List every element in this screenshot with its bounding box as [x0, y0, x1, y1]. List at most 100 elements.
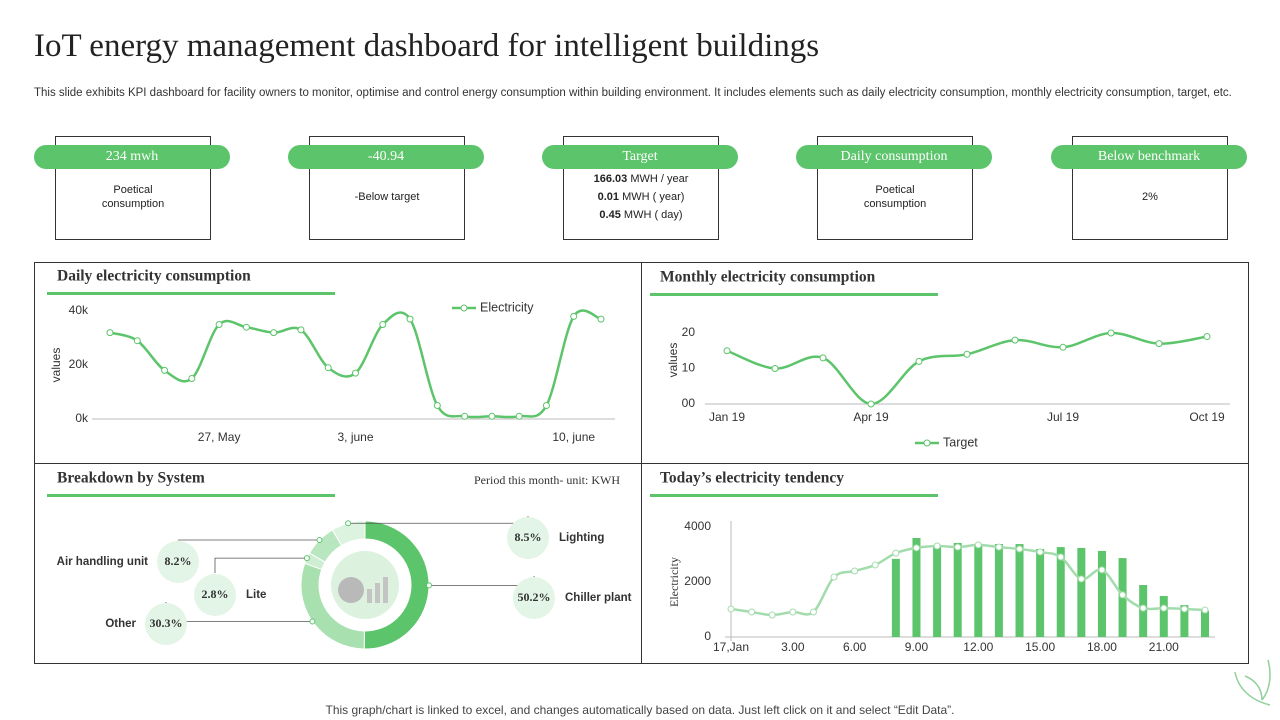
category-label: Other — [105, 618, 136, 630]
line-point — [1155, 340, 1163, 348]
line-point — [570, 312, 578, 320]
kpi-line-unit: MWH ( day) — [623, 209, 683, 221]
bar — [1201, 610, 1209, 637]
line-point — [352, 369, 359, 377]
line-point — [133, 337, 141, 345]
legend-label: Electricity — [480, 300, 534, 314]
value-label: 2.8% — [202, 587, 229, 601]
label-bubble — [157, 541, 199, 583]
label-bubble — [145, 603, 187, 645]
line-point — [242, 323, 250, 331]
kpi-line-value: 166.03 — [593, 173, 628, 185]
line-point — [215, 321, 223, 328]
line-point — [406, 315, 414, 323]
connector-dot — [425, 582, 432, 589]
line-point — [1016, 545, 1024, 553]
kpi-label: 234 mwh — [34, 145, 230, 169]
line-point — [954, 543, 962, 551]
line-point — [433, 402, 441, 409]
bar — [1015, 544, 1024, 637]
line-series — [109, 309, 602, 419]
slide-subtitle: This slide exhibits KPI dashboard for fa… — [34, 87, 1232, 99]
kpi-line-unit: MWH ( year) — [622, 191, 685, 203]
label-bubble — [507, 517, 549, 559]
line-point — [819, 354, 827, 362]
kpi-body: 2% — [1072, 170, 1228, 224]
line-point — [1119, 591, 1127, 599]
y-axis-label: Electricity — [667, 557, 681, 607]
kpi-body: Poetical consumption — [55, 170, 211, 224]
title-underline — [650, 293, 938, 296]
x-tick-label: Jan 19 — [709, 410, 745, 424]
connector-dot — [316, 537, 323, 544]
y-tick-label: 20 — [682, 325, 696, 339]
connector — [165, 602, 313, 622]
line-point — [542, 402, 550, 409]
line-point — [106, 329, 114, 337]
footer-note: This graph/chart is linked to excel, and… — [325, 703, 955, 717]
panel-title: Daily electricity consumption — [57, 268, 251, 285]
line-point — [748, 608, 756, 616]
line-point — [1011, 336, 1019, 344]
x-tick-label: 3.00 — [781, 640, 805, 654]
panel-title: Monthly electricity consumption — [660, 269, 876, 286]
x-tick-label: Jul 19 — [1047, 410, 1079, 424]
line-point — [1036, 548, 1044, 556]
line-point — [488, 412, 496, 420]
line-point — [1107, 329, 1115, 337]
kpi-label: Target — [542, 145, 738, 169]
line-point — [515, 412, 523, 420]
category-label: Lighting — [559, 532, 604, 544]
line-point — [915, 357, 923, 365]
kpi-body: -Below target — [309, 170, 465, 224]
line-point — [830, 573, 838, 581]
label-bubble — [194, 574, 236, 616]
donut-segment — [363, 520, 430, 650]
bar — [994, 544, 1003, 637]
y-tick-label: 20k — [69, 357, 89, 371]
kpi-text: Poetical consumption — [863, 184, 927, 210]
line-point — [1057, 553, 1065, 561]
line-point — [597, 315, 605, 323]
x-tick-label: Apr 19 — [853, 410, 889, 424]
line-point — [912, 544, 920, 552]
kpi-body: Poetical consumption — [817, 170, 973, 224]
label-bubble — [513, 577, 555, 619]
line-point — [161, 366, 169, 374]
kpi-line: 166.03 MWH / year — [594, 170, 689, 188]
x-tick-label: 6.00 — [843, 640, 867, 654]
panel-title: Breakdown by System — [57, 470, 205, 487]
bar — [974, 544, 983, 637]
leaf-decoration — [1234, 659, 1271, 706]
line-point — [1098, 566, 1106, 574]
line-point — [974, 541, 982, 549]
y-tick-label: 10 — [682, 361, 696, 375]
line-point — [1203, 333, 1211, 341]
bar — [1056, 547, 1065, 637]
legend-marker — [460, 304, 468, 312]
value-label: 30.3% — [150, 616, 183, 630]
x-tick-label: 18.00 — [1087, 640, 1117, 654]
x-tick-label: 10, june — [552, 430, 595, 444]
kpi-body: 166.03 MWH / year 0.01 MWH ( year) 0.45 MW… — [563, 170, 719, 224]
line-point — [1139, 604, 1147, 612]
line-point — [1160, 604, 1168, 612]
kpi-label: -40.94 — [288, 145, 484, 169]
y-tick-label: 0 — [704, 629, 711, 643]
line-point — [789, 608, 797, 616]
x-tick-label: 17,Jan — [713, 640, 749, 654]
line-point — [297, 326, 305, 334]
kpi-text: -Below target — [354, 191, 420, 203]
connector-dot — [345, 520, 352, 527]
kpi-label: Daily consumption — [796, 145, 992, 169]
x-tick-label: 21.00 — [1149, 640, 1179, 654]
slide-title: IoT energy management dashboard for inte… — [34, 28, 820, 64]
line-point — [809, 608, 817, 616]
line-point — [771, 365, 779, 372]
line-point — [871, 561, 879, 569]
line-point — [768, 611, 776, 619]
bar — [933, 544, 942, 637]
legend-marker — [923, 439, 931, 447]
kpi-label: Below benchmark — [1051, 145, 1247, 169]
